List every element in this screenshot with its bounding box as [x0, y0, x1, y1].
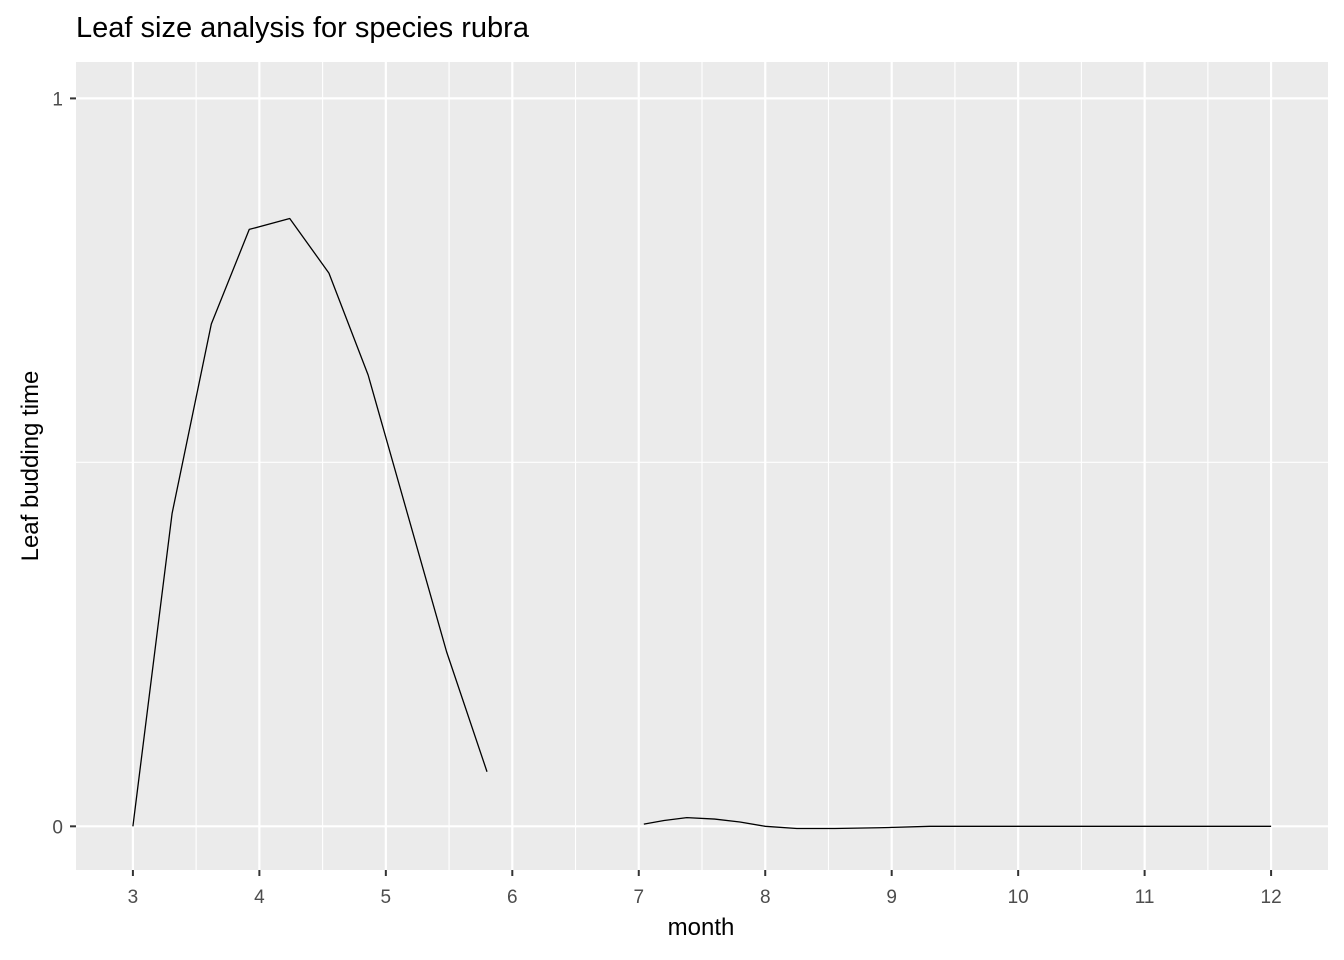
gridlines: [76, 62, 1328, 870]
x-tick-label: 6: [507, 887, 518, 908]
x-tick-label: 3: [128, 887, 139, 908]
chart-title: Leaf size analysis for species rubra: [76, 12, 529, 44]
x-tick-label: 9: [886, 887, 897, 908]
x-tick-label: 8: [760, 887, 771, 908]
series-line-segment-2: [643, 816, 1272, 830]
x-tick-label: 12: [1261, 887, 1282, 908]
axes: 3 4 5 6 7 8 9 10 11 12 0 1: [52, 89, 1281, 908]
series-line-segment-1: [132, 217, 488, 827]
data-lines: [132, 217, 1272, 830]
x-tick-label: 5: [381, 887, 392, 908]
x-tick-label: 7: [633, 887, 644, 908]
x-tick-label: 11: [1135, 887, 1155, 908]
x-tick-label: 4: [254, 887, 265, 908]
y-tick-label: 0: [52, 817, 63, 838]
x-axis-title: month: [667, 914, 735, 941]
y-tick-label: 1: [52, 89, 63, 110]
x-tick-label: 10: [1008, 887, 1029, 908]
